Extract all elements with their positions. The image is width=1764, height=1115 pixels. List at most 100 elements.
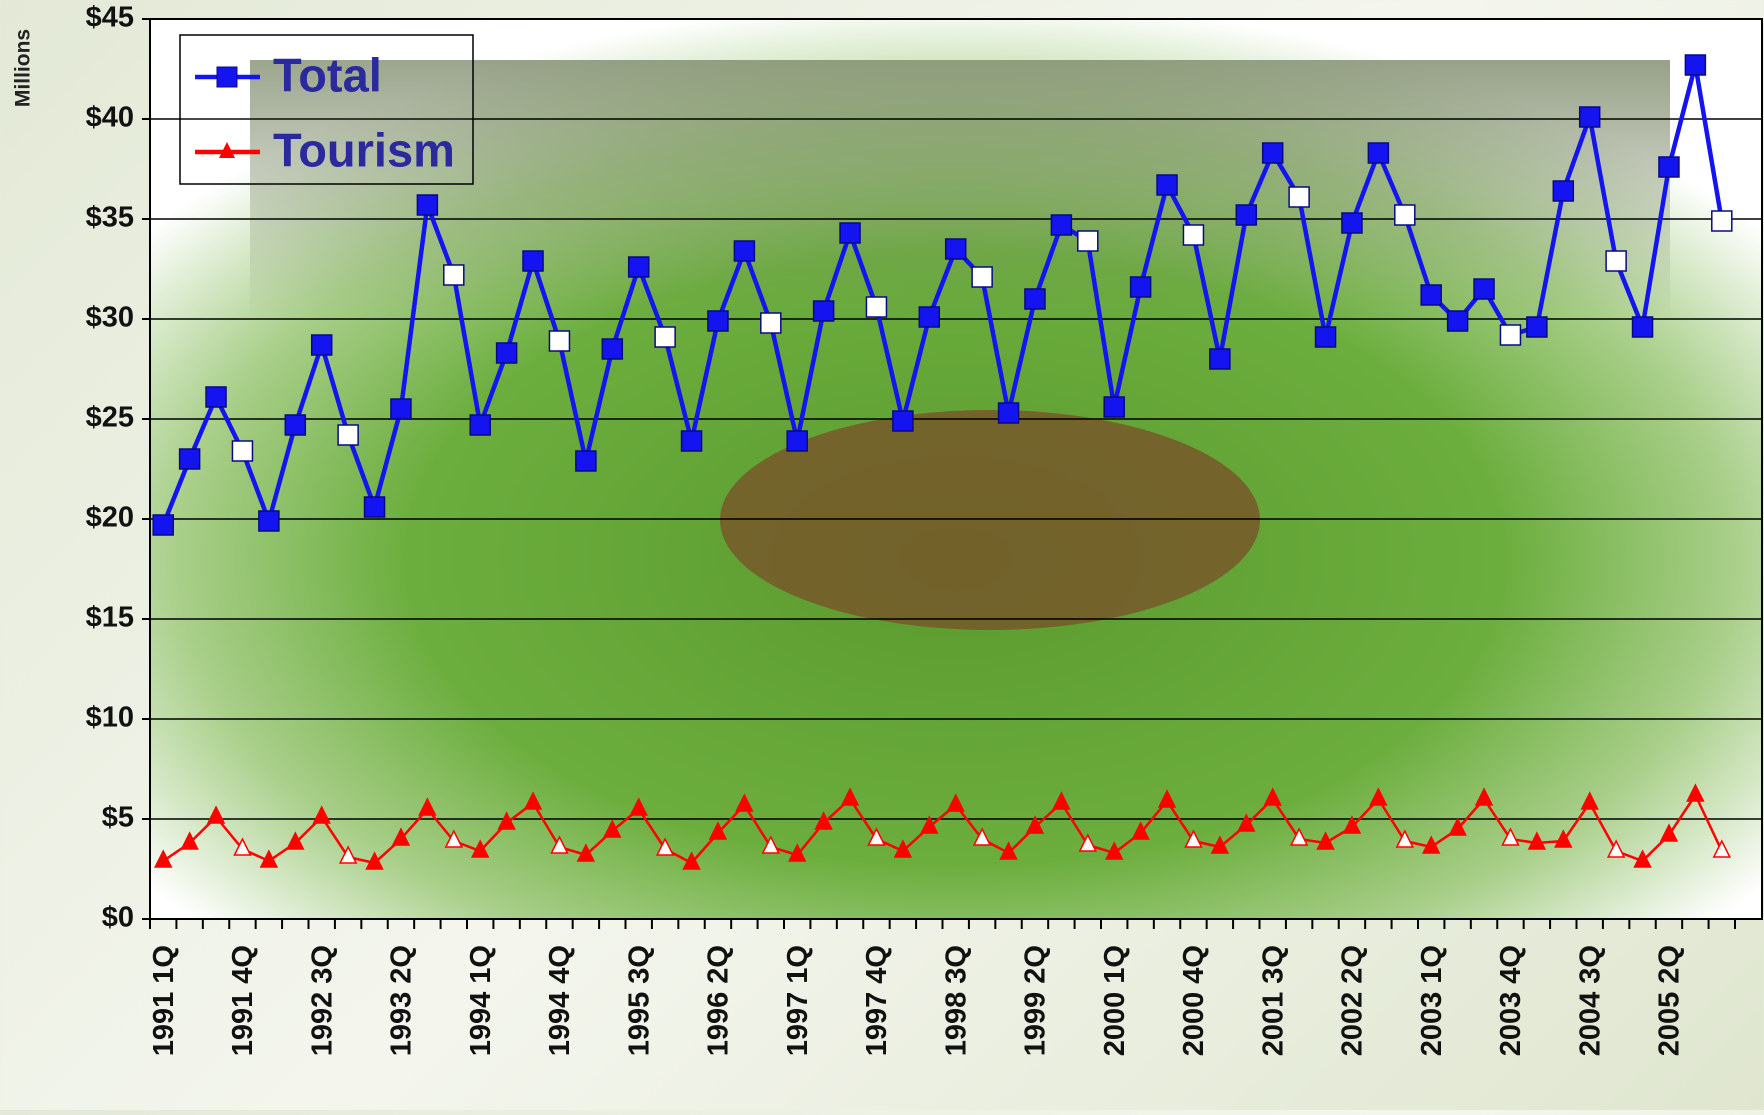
marker — [1078, 833, 1098, 852]
marker — [1157, 789, 1177, 808]
marker — [497, 811, 516, 830]
legend-box — [179, 34, 474, 185]
x-tick-label: 1997 4Q — [861, 945, 893, 1056]
marker — [733, 240, 756, 262]
marker — [627, 256, 650, 278]
marker — [338, 845, 358, 864]
marker — [1316, 831, 1335, 850]
x-tick-label: 1998 3Q — [940, 945, 972, 1056]
marker — [1446, 310, 1469, 332]
y-tick-label: $30 — [86, 302, 134, 334]
marker — [205, 386, 227, 408]
x-tick-label: 1993 2Q — [386, 945, 418, 1056]
x-tick-label: 2004 3Q — [1574, 945, 1606, 1056]
marker — [1131, 821, 1150, 840]
y-tick-label: $40 — [86, 102, 134, 134]
marker — [206, 805, 226, 824]
marker — [180, 831, 199, 850]
x-tick-label: 2002 2Q — [1337, 945, 1369, 1056]
marker — [655, 837, 675, 856]
marker — [1050, 214, 1073, 236]
marker — [310, 334, 333, 356]
marker — [152, 514, 174, 536]
marker — [523, 791, 543, 810]
marker — [1395, 829, 1415, 848]
marker — [786, 430, 808, 452]
marker — [1342, 815, 1362, 834]
marker — [1369, 787, 1388, 806]
marker — [576, 843, 596, 862]
marker — [1605, 250, 1627, 272]
marker — [1686, 783, 1705, 802]
y-tick-label: $15 — [86, 602, 134, 634]
marker — [1263, 787, 1282, 806]
marker — [682, 851, 701, 870]
marker — [337, 424, 359, 446]
marker — [760, 312, 782, 334]
marker — [1578, 106, 1601, 128]
legend-label: Total — [273, 48, 382, 101]
marker — [443, 264, 465, 286]
marker — [893, 839, 913, 858]
x-tick-label: 2001 3Q — [1257, 945, 1289, 1056]
marker — [735, 793, 754, 812]
marker — [312, 805, 331, 824]
marker — [1104, 841, 1124, 860]
marker — [892, 410, 914, 432]
marker — [1631, 316, 1654, 338]
marker — [1606, 839, 1626, 858]
x-tick-label: 1991 1Q — [148, 945, 180, 1056]
marker — [233, 837, 252, 856]
y-tick-label: $35 — [86, 202, 134, 234]
marker — [1289, 827, 1309, 846]
marker — [1473, 278, 1495, 300]
marker — [153, 849, 173, 868]
y-tick-label: $5 — [102, 802, 134, 834]
marker — [1527, 831, 1547, 850]
marker — [999, 841, 1018, 860]
marker — [1182, 224, 1205, 246]
x-tick-label: 1994 4Q — [544, 945, 576, 1056]
marker — [1288, 186, 1310, 208]
marker — [548, 330, 571, 352]
marker — [1210, 835, 1230, 854]
marker — [997, 402, 1020, 424]
marker — [365, 851, 384, 870]
marker — [971, 266, 993, 288]
legend-marker — [219, 142, 235, 158]
marker — [1526, 316, 1548, 338]
marker — [601, 338, 624, 360]
marker — [1499, 324, 1522, 346]
marker — [707, 310, 729, 332]
marker — [814, 811, 833, 830]
marker — [1129, 276, 1152, 298]
marker — [918, 306, 941, 328]
marker — [1580, 791, 1599, 810]
marker — [840, 787, 860, 806]
x-tick-label: 1991 4Q — [227, 945, 259, 1056]
y-tick-label: $25 — [86, 402, 134, 434]
marker — [522, 250, 544, 272]
marker — [972, 827, 992, 846]
marker — [1394, 204, 1416, 226]
y-tick-label: $20 — [86, 502, 134, 534]
marker — [284, 414, 307, 436]
photo-fence — [250, 60, 1670, 320]
marker — [391, 827, 411, 846]
x-tick-label: 2000 4Q — [1178, 945, 1210, 1056]
marker — [812, 300, 835, 322]
marker — [575, 450, 597, 472]
x-tick-label: 2000 1Q — [1099, 945, 1131, 1056]
marker — [944, 238, 967, 260]
marker — [1554, 829, 1573, 848]
marker — [1658, 156, 1680, 178]
marker — [418, 797, 437, 816]
y-tick-label: $45 — [86, 2, 134, 34]
marker — [839, 222, 861, 244]
marker — [787, 843, 807, 862]
marker — [1367, 142, 1390, 164]
marker — [550, 835, 569, 854]
marker — [708, 821, 728, 840]
